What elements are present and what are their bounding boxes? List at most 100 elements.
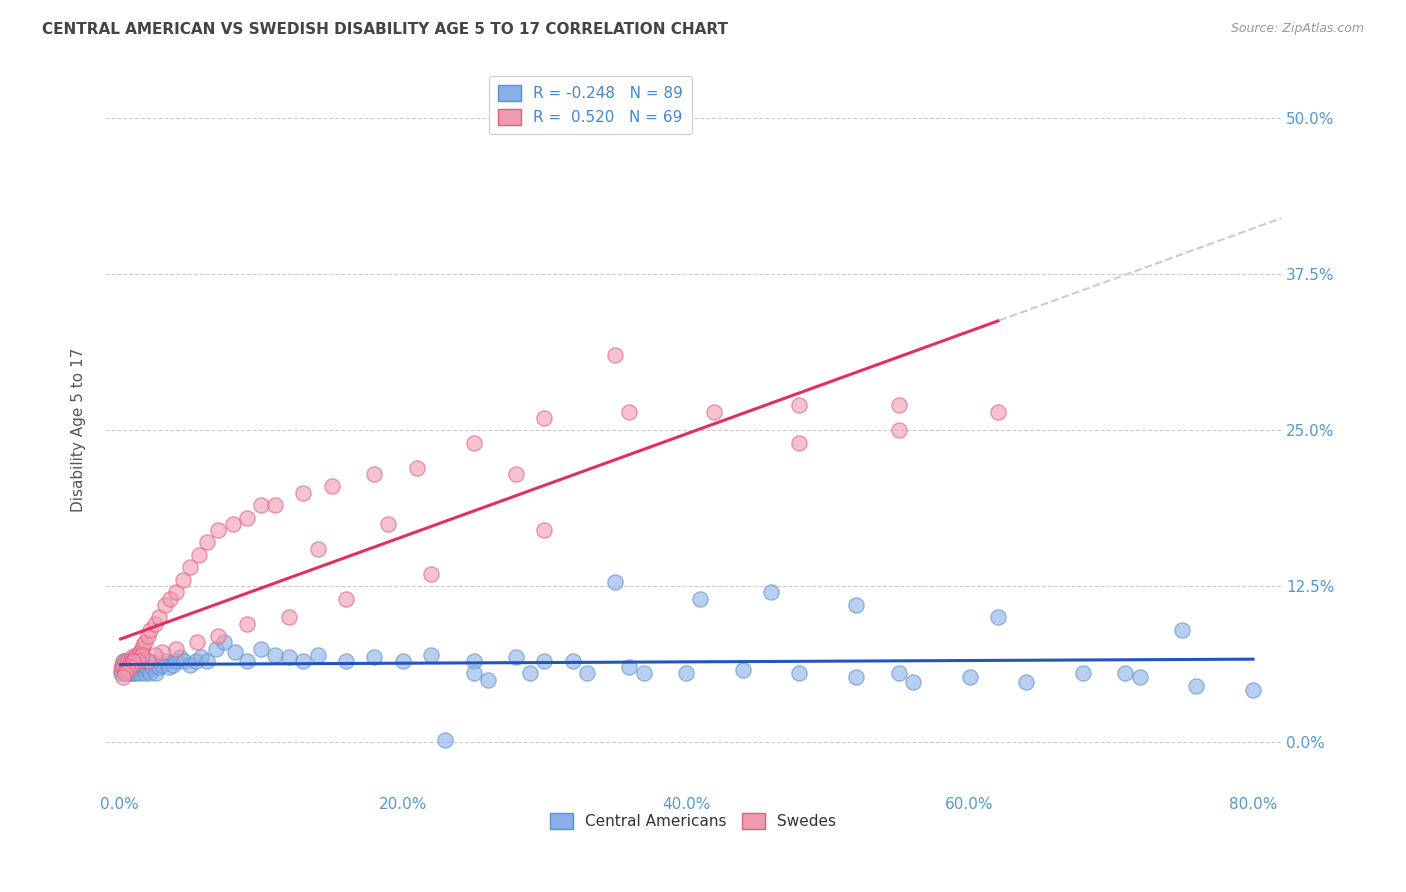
Point: [363, 467, 385, 481]
Point: [204, 641, 226, 656]
Point: [987, 610, 1010, 624]
Point: [1171, 623, 1194, 637]
Point: [139, 623, 162, 637]
Point: [901, 675, 924, 690]
Point: [136, 654, 159, 668]
Point: [118, 663, 141, 677]
Point: [187, 548, 209, 562]
Point: [115, 663, 138, 677]
Point: [575, 666, 598, 681]
Point: [307, 541, 329, 556]
Point: [505, 467, 527, 481]
Point: [153, 598, 176, 612]
Point: [605, 575, 627, 590]
Point: [207, 629, 229, 643]
Text: Source: ZipAtlas.com: Source: ZipAtlas.com: [1230, 22, 1364, 36]
Point: [112, 663, 135, 677]
Point: [115, 663, 138, 677]
Point: [533, 523, 555, 537]
Point: [959, 670, 981, 684]
Point: [675, 666, 697, 681]
Point: [128, 648, 150, 662]
Point: [169, 650, 191, 665]
Point: [138, 654, 160, 668]
Point: [235, 510, 257, 524]
Point: [117, 666, 139, 681]
Point: [212, 635, 235, 649]
Point: [759, 585, 782, 599]
Y-axis label: Disability Age 5 to 17: Disability Age 5 to 17: [72, 348, 86, 512]
Point: [120, 666, 142, 681]
Point: [703, 404, 725, 418]
Point: [117, 654, 139, 668]
Point: [533, 654, 555, 668]
Point: [235, 654, 257, 668]
Point: [207, 523, 229, 537]
Point: [887, 666, 910, 681]
Point: [124, 650, 146, 665]
Point: [114, 657, 136, 672]
Point: [134, 635, 156, 649]
Point: [136, 629, 159, 643]
Point: [121, 663, 143, 677]
Point: [477, 673, 499, 687]
Point: [519, 666, 541, 681]
Point: [132, 638, 155, 652]
Point: [157, 660, 180, 674]
Point: [619, 660, 641, 674]
Point: [321, 479, 343, 493]
Point: [141, 660, 163, 674]
Point: [122, 660, 145, 674]
Point: [1129, 670, 1152, 684]
Point: [405, 460, 427, 475]
Point: [789, 398, 811, 412]
Point: [129, 666, 152, 681]
Point: [633, 666, 655, 681]
Legend: Central Americans, Swedes: Central Americans, Swedes: [544, 806, 842, 835]
Point: [420, 648, 443, 662]
Text: CENTRAL AMERICAN VS SWEDISH DISABILITY AGE 5 TO 17 CORRELATION CHART: CENTRAL AMERICAN VS SWEDISH DISABILITY A…: [42, 22, 728, 37]
Point: [114, 654, 136, 668]
Point: [335, 591, 357, 606]
Point: [150, 645, 173, 659]
Point: [172, 573, 194, 587]
Point: [264, 648, 287, 662]
Point: [250, 498, 273, 512]
Point: [150, 657, 173, 672]
Point: [731, 663, 754, 677]
Point: [505, 650, 527, 665]
Point: [112, 654, 135, 668]
Point: [195, 535, 218, 549]
Point: [887, 398, 910, 412]
Point: [292, 654, 315, 668]
Point: [120, 660, 142, 674]
Point: [190, 650, 212, 665]
Point: [789, 666, 811, 681]
Point: [118, 654, 141, 668]
Point: [533, 410, 555, 425]
Point: [179, 560, 201, 574]
Point: [121, 654, 143, 668]
Point: [118, 657, 141, 672]
Point: [463, 654, 485, 668]
Point: [143, 616, 166, 631]
Point: [129, 645, 152, 659]
Point: [153, 654, 176, 668]
Point: [117, 663, 139, 677]
Point: [605, 348, 627, 362]
Point: [377, 516, 399, 531]
Point: [111, 660, 134, 674]
Point: [1015, 675, 1038, 690]
Point: [128, 657, 150, 672]
Point: [224, 645, 246, 659]
Point: [1071, 666, 1094, 681]
Point: [148, 610, 170, 624]
Point: [335, 654, 357, 668]
Point: [131, 648, 153, 662]
Point: [111, 657, 134, 672]
Point: [122, 654, 145, 668]
Point: [121, 650, 143, 665]
Point: [845, 670, 868, 684]
Point: [420, 566, 443, 581]
Point: [987, 404, 1010, 418]
